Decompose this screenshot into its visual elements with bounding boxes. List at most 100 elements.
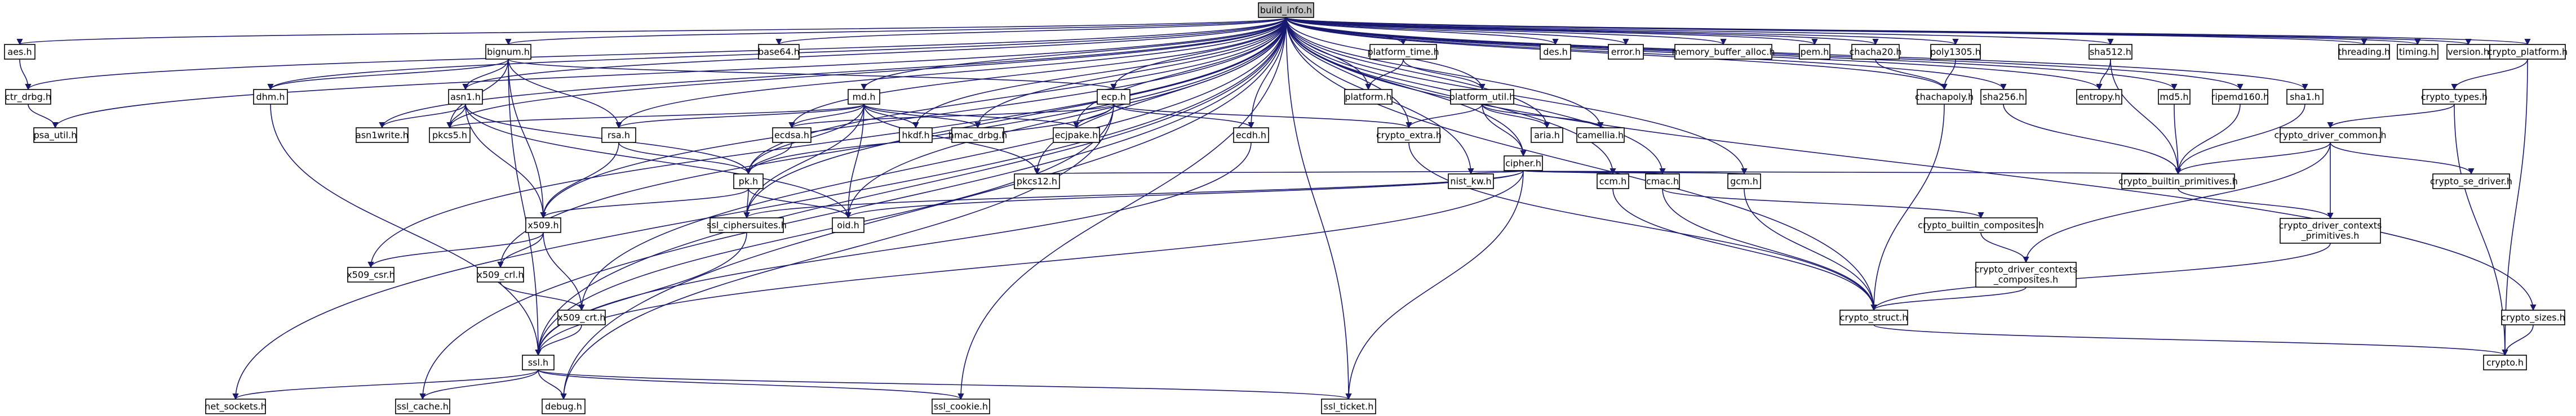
node-psa-util[interactable]: psa_util.h [33, 127, 77, 143]
node-ssl[interactable]: ssl.h [522, 355, 555, 370]
edge-ecp-to-crypto_extra [1113, 104, 1412, 129]
node-ecdh[interactable]: ecdh.h [1233, 127, 1269, 143]
node-version[interactable]: version.h [2446, 44, 2490, 60]
node-asn1write[interactable]: asn1write.h [356, 127, 409, 143]
node-box [1799, 44, 1830, 60]
edge-build_info-to-base64 [775, 17, 1287, 46]
node-hkdf[interactable]: hkdf.h [899, 127, 933, 143]
node-box [2158, 89, 2191, 105]
node-label: crypto_platform.h [2488, 47, 2568, 58]
node-hmac-drbg[interactable]: hmac_drbg.h [948, 127, 1008, 143]
node-label: hmac_drbg.h [948, 130, 1008, 141]
node-crypto-builtin-primitives[interactable]: crypto_builtin_primitives.h [2118, 173, 2238, 189]
node-cmac[interactable]: cmac.h [1645, 173, 1680, 189]
node-bignum[interactable]: bignum.h [485, 44, 531, 60]
node-build-info[interactable]: build_info.h [1258, 2, 1314, 18]
node-base64[interactable]: base64.h [758, 44, 800, 60]
node-nist-kw[interactable]: nist_kw.h [1448, 173, 1494, 189]
node-aes[interactable]: aes.h [4, 44, 36, 60]
edge-build_info-to-ecdsa [788, 17, 1287, 129]
node-crypto-struct[interactable]: crypto_struct.h [1839, 310, 1908, 325]
edge-ripemd160-to-crypto_builtin_primitives [2175, 104, 2241, 175]
node-crypto-se-driver[interactable]: crypto_se_driver.h [2430, 173, 2512, 189]
node-ccm[interactable]: ccm.h [1597, 173, 1629, 189]
node-box [1576, 127, 1625, 143]
edge-crypto_driver_common-to-crypto_builtin_primitives [2175, 142, 2331, 175]
node-md5[interactable]: md5.h [2158, 89, 2191, 105]
node-crypto[interactable]: crypto.h [2483, 355, 2527, 370]
node-rsa[interactable]: rsa.h [601, 127, 636, 143]
node-pkcs12[interactable]: pkcs12.h [1014, 173, 1060, 189]
node-net-sockets[interactable]: net_sockets.h [205, 399, 267, 414]
node-cipher[interactable]: cipher.h [1504, 155, 1543, 171]
node-error[interactable]: error.h [1608, 44, 1644, 60]
node-crypto-driver-contexts-primitives[interactable]: crypto_driver_contexts _primitives.h [2279, 218, 2382, 244]
node-ecdsa[interactable]: ecdsa.h [772, 127, 812, 143]
node-timing[interactable]: timing.h [2397, 44, 2438, 60]
edge-cipher-to-nist_kw [1467, 168, 1524, 175]
node-sha512[interactable]: sha512.h [2089, 44, 2132, 60]
node-crypto-sizes[interactable]: crypto_sizes.h [2501, 310, 2565, 325]
node-des[interactable]: des.h [1540, 44, 1571, 60]
edge-platform_time-to-platform_util [1403, 59, 1486, 91]
node-label: threading.h [2338, 47, 2390, 57]
node-dhm[interactable]: dhm.h [253, 89, 288, 105]
node-ecp[interactable]: ecp.h [1097, 89, 1130, 105]
node-platform-time[interactable]: platform_time.h [1367, 44, 1439, 60]
node-box [1674, 44, 1772, 60]
edge-md-to-hmac_drbg [863, 104, 981, 129]
node-memory-buffer-alloc[interactable]: memory_buffer_alloc.h [1671, 44, 1775, 60]
node-box [1975, 262, 2077, 288]
node-crypto-driver-contexts-composites[interactable]: crypto_driver_contexts _composites.h [1975, 262, 2078, 288]
node-x509[interactable]: x509.h [525, 217, 561, 233]
edge-asn1-to-oid [465, 104, 852, 219]
edge-build_info-to-aes [17, 17, 1287, 46]
node-ssl-ticket[interactable]: ssl_ticket.h [1321, 399, 1376, 414]
node-crypto-types[interactable]: crypto_types.h [2421, 89, 2488, 105]
node-threading[interactable]: threading.h [2338, 44, 2390, 60]
node-chachapoly[interactable]: chachapoly.h [1915, 89, 1974, 105]
node-pem[interactable]: pem.h [1799, 44, 1830, 60]
edge-build_info-to-des [1285, 17, 1559, 46]
node-chacha20[interactable]: chacha20.h [1849, 44, 1902, 60]
node-x509-crt[interactable]: x509_crt.h [557, 310, 606, 325]
node-debug[interactable]: debug.h [542, 399, 586, 414]
edge-build_info-to-ssl [535, 17, 1287, 356]
node-asn1[interactable]: asn1.h [448, 89, 483, 105]
node-ripemd160[interactable]: ripemd160.h [2211, 89, 2269, 105]
node-sha256[interactable]: sha256.h [1980, 89, 2027, 105]
node-crypto-driver-common[interactable]: crypto_driver_common.h [2274, 127, 2387, 143]
node-poly1305[interactable]: poly1305.h [1930, 44, 1981, 60]
node-crypto-platform[interactable]: crypto_platform.h [2488, 44, 2568, 60]
node-sha1[interactable]: sha1.h [2286, 89, 2324, 105]
node-ecjpake[interactable]: ecjpake.h [1053, 127, 1100, 143]
node-md[interactable]: md.h [848, 89, 880, 105]
edge-platform_time-to-platform [1365, 59, 1404, 91]
node-x509-crl[interactable]: x509_crl.h [477, 267, 524, 283]
node-label: ssl_ticket.h [1324, 401, 1374, 413]
node-ssl-cookie[interactable]: ssl_cookie.h [932, 399, 990, 414]
node-label: aes.h [7, 47, 32, 57]
node-platform-util[interactable]: platform_util.h [1449, 89, 1515, 105]
edge-build_info-to-error [1285, 17, 1629, 46]
node-aria[interactable]: aria.h [1531, 127, 1563, 143]
node-oid[interactable]: oid.h [832, 217, 864, 233]
node-box [2432, 173, 2510, 189]
node-crypto-extra[interactable]: crypto_extra.h [1376, 127, 1442, 143]
node-pkcs5[interactable]: pkcs5.h [429, 127, 471, 143]
node-gcm[interactable]: gcm.h [1727, 173, 1761, 189]
node-box [733, 173, 764, 189]
node-ssl-cache[interactable]: ssl_cache.h [395, 399, 450, 414]
edge-ccm-to-crypto_struct [1612, 188, 1877, 311]
node-x509-csr[interactable]: x509_csr.h [347, 267, 395, 283]
node-box [253, 89, 288, 105]
node-camellia[interactable]: camellia.h [1576, 127, 1625, 143]
node-platform[interactable]: platform.h [1344, 89, 1393, 105]
node-entropy[interactable]: entropy.h [2076, 89, 2122, 105]
node-ctr-drbg[interactable]: ctr_drbg.h [5, 89, 51, 105]
node-crypto-builtin-composites[interactable]: crypto_builtin_composites.h [1918, 217, 2044, 233]
node-ssl-ciphersuites[interactable]: ssl_ciphersuites.h [707, 217, 787, 233]
edge-build_info-to-poly1305 [1285, 17, 1959, 46]
node-pk[interactable]: pk.h [733, 173, 764, 189]
edge-bignum-to-dhm [267, 59, 509, 91]
